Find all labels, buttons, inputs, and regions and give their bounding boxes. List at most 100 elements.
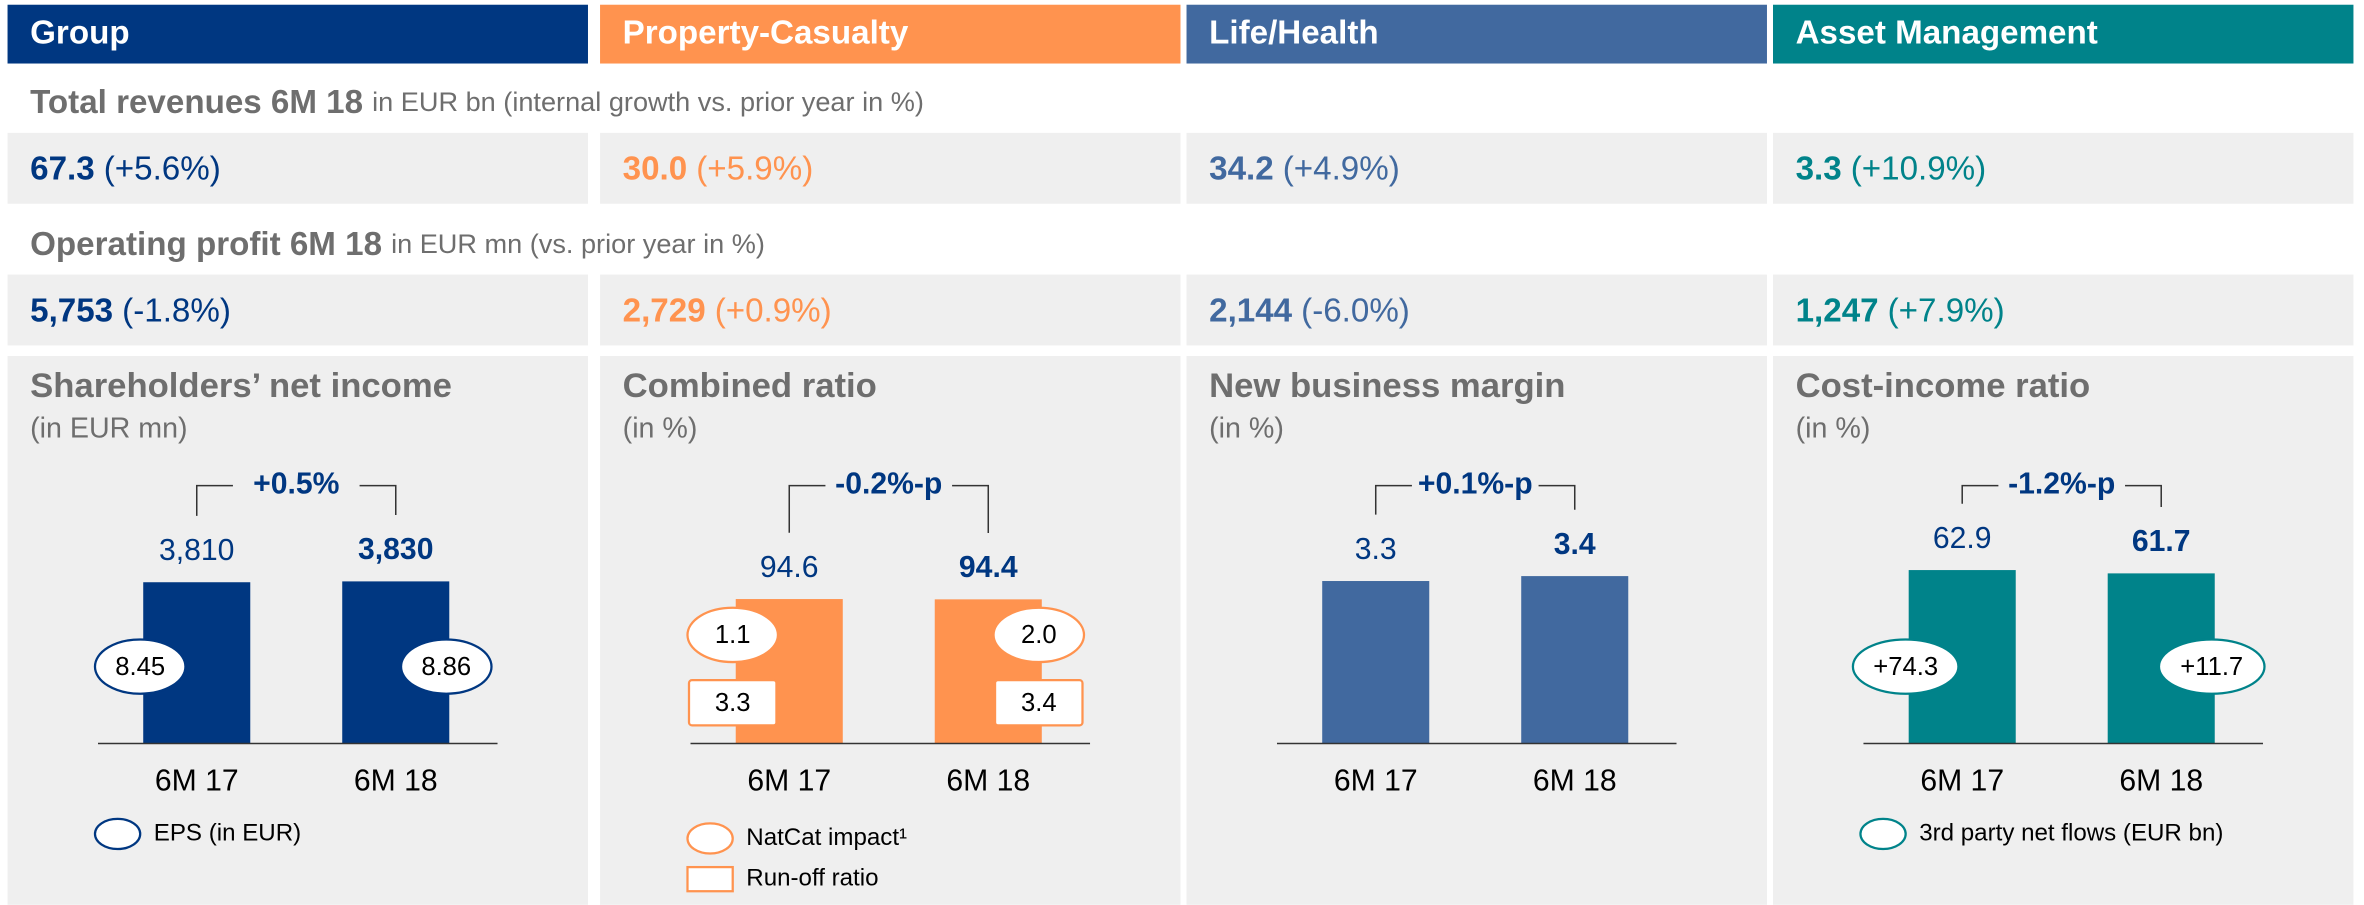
kpi-value: 5,753 [30, 292, 113, 329]
bar-value-label: 3,830 [358, 533, 433, 566]
marker-box [687, 679, 778, 727]
kpi-cell [7, 132, 588, 204]
kpi-change: (+7.9%) [1888, 292, 2005, 329]
kpi-change: (+5.9%) [696, 150, 813, 187]
legend-swatch [686, 865, 734, 893]
marker-ellipse [93, 638, 187, 695]
column-header-label: Property-Casualty [623, 15, 909, 52]
x-tick-label: 6M 18 [2119, 765, 2203, 798]
marker-label: 1.1 [715, 621, 751, 649]
kpi-text: 2,729 (+0.9%) [623, 292, 832, 329]
marker-label: +11.7 [2180, 653, 2243, 681]
chart-panel [7, 356, 588, 905]
bar-value-label: 62.9 [1933, 522, 1992, 555]
x-tick-label: 6M 17 [1334, 765, 1418, 798]
marker-label: 8.45 [115, 653, 165, 681]
legend-label: Run-off ratio [746, 865, 878, 892]
marker-ellipse [2157, 638, 2266, 695]
column-header [600, 4, 1181, 64]
kpi-change: (+4.9%) [1283, 150, 1400, 187]
kpi-text: 5,753 (-1.8%) [30, 292, 231, 329]
kpi-text: 34.2 (+4.9%) [1209, 150, 1400, 187]
chart-title: Cost-income ratio [1796, 367, 2091, 405]
row-label-title: Total revenues 6M 18 [30, 84, 363, 121]
x-tick-label: 6M 18 [946, 765, 1030, 798]
marker-label: 2.0 [1021, 621, 1057, 649]
change-bracket [1961, 484, 2162, 508]
kpi-value: 34.2 [1209, 150, 1274, 187]
legend-swatch [686, 822, 734, 855]
chart-panel [1773, 356, 2354, 905]
chart-title: Combined ratio [623, 367, 877, 405]
marker-ellipse [686, 606, 780, 664]
marker-label: +74.3 [1873, 653, 1938, 681]
bar-value-label: 3,810 [159, 534, 234, 567]
chart-subtitle: (in %) [1209, 412, 1284, 444]
legend-label: 3rd party net flows (EUR bn) [1919, 819, 2223, 846]
kpi-cell [600, 274, 1181, 346]
marker-box [993, 679, 1084, 727]
row-label-note: in EUR mn (vs. prior year in %) [391, 228, 765, 259]
marker-ellipse [1851, 638, 1960, 695]
legend-label: EPS (in EUR) [154, 819, 301, 846]
kpi-cell [1773, 274, 2354, 346]
x-tick-label: 6M 17 [1920, 765, 2004, 798]
x-tick-label: 6M 17 [155, 765, 239, 798]
kpi-text: 67.3 (+5.6%) [30, 150, 221, 187]
x-tick-label: 6M 18 [1533, 765, 1617, 798]
row-label: Operating profit 6M 18 in EUR mn (vs. pri… [30, 226, 765, 263]
column-header-label: Life/Health [1209, 15, 1379, 52]
x-tick-label: 6M 18 [354, 765, 438, 798]
kpi-text: 2,144 (-6.0%) [1209, 292, 1410, 329]
marker-label: 3.4 [1021, 689, 1057, 717]
marker-ellipse [992, 606, 1086, 664]
bar [1322, 581, 1430, 744]
change-bracket [1374, 484, 1576, 515]
kpi-value: 3.3 [1796, 150, 1842, 187]
kpi-value: 1,247 [1796, 292, 1879, 329]
chart-subtitle: (in EUR mn) [30, 412, 187, 444]
kpi-value: 67.3 [30, 150, 95, 187]
marker-ellipse [399, 638, 493, 695]
chart-subtitle: (in %) [623, 412, 698, 444]
column-header-label: Asset Management [1796, 15, 2098, 52]
kpi-cell [1186, 274, 1767, 346]
bar-value-label: 3.3 [1355, 533, 1397, 566]
column-header-label: Group [30, 15, 129, 52]
kpi-value: 2,144 [1209, 292, 1293, 329]
bar [1521, 576, 1629, 744]
legend-label: NatCat impact¹ [746, 824, 907, 851]
legend-swatch [1859, 817, 1907, 851]
change-label: -0.2%-p [835, 468, 942, 501]
change-label: -1.2%-p [2008, 468, 2115, 501]
change-label: +0.5% [253, 468, 339, 501]
kpi-text: 30.0 (+5.9%) [623, 150, 814, 187]
bar-value-label: 94.4 [959, 551, 1018, 584]
chart-title: Shareholders’ net income [30, 367, 452, 405]
marker-label: 8.86 [421, 653, 471, 681]
row-label: Total revenues 6M 18 in EUR bn (internal … [30, 84, 924, 121]
chart-panel [1186, 356, 1767, 905]
kpi-change: (+0.9%) [715, 292, 832, 329]
x-tick-label: 6M 17 [747, 765, 831, 798]
row-label-note: in EUR bn (internal growth vs. prior yea… [372, 86, 924, 117]
chart-subtitle: (in %) [1796, 412, 1871, 444]
kpi-cell [7, 274, 588, 346]
kpi-text: 3.3 (+10.9%) [1796, 150, 1987, 187]
column-header [7, 4, 588, 64]
change-bracket [195, 484, 397, 516]
kpi-change: (-6.0%) [1301, 292, 1410, 329]
change-bracket [788, 484, 990, 534]
kpi-value: 2,729 [623, 292, 706, 329]
column-header [1186, 4, 1767, 64]
legend-swatch [93, 817, 142, 851]
kpi-cell [1186, 132, 1767, 204]
marker-label: 3.3 [715, 689, 751, 717]
kpi-cell [1773, 132, 2354, 204]
change-label: +0.1%-p [1418, 468, 1533, 501]
kpi-cell [600, 132, 1181, 204]
bar-value-label: 61.7 [2132, 525, 2191, 558]
row-label-title: Operating profit 6M 18 [30, 226, 382, 263]
